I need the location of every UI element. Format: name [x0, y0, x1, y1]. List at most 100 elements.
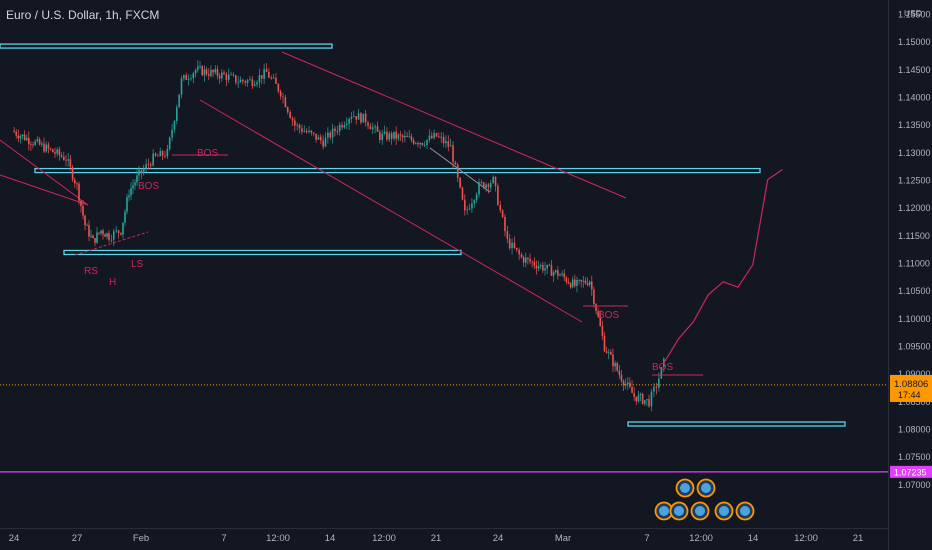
- candle-body: [464, 199, 466, 211]
- time-tick-label: Mar: [555, 533, 571, 544]
- candle-body: [56, 149, 58, 154]
- price-tick-label: 1.10000: [898, 314, 931, 324]
- price-tick-label: 1.11500: [898, 231, 930, 241]
- candle-body: [268, 71, 270, 78]
- candle-body: [275, 77, 277, 84]
- candle-body: [345, 123, 348, 126]
- candle-body: [480, 182, 483, 183]
- candle-body: [527, 257, 529, 259]
- economic-events[interactable]: [654, 478, 755, 521]
- time-axis[interactable]: 24 27 Feb 7 12:00 14 12:00 21 24 Mar 7 12:00 14 12:00…: [9, 533, 864, 544]
- price-tick-label: 1.07500: [898, 452, 931, 462]
- candle-body: [511, 242, 513, 249]
- candle-body: [633, 393, 635, 397]
- candle-body: [60, 155, 63, 157]
- candle-body: [17, 135, 20, 139]
- candle-body: [529, 258, 531, 262]
- candle-body: [546, 264, 548, 269]
- candle-body: [23, 134, 26, 141]
- candle-body: [110, 239, 113, 241]
- event-marker-icon[interactable]: [669, 501, 689, 521]
- candle-body: [383, 131, 386, 134]
- candle-body: [518, 249, 520, 255]
- time-tick-label: 12:00: [794, 533, 818, 544]
- candle-body: [629, 382, 631, 387]
- candle-body: [201, 66, 204, 76]
- candle-body: [341, 124, 343, 128]
- candle-body: [147, 164, 150, 166]
- candle-body: [454, 162, 457, 165]
- candle-body: [34, 141, 36, 145]
- projection-line: [663, 169, 783, 364]
- candle-body: [270, 77, 273, 79]
- candle-body: [417, 143, 419, 145]
- candle-body: [599, 316, 602, 327]
- candle-body: [157, 155, 159, 157]
- candle-body: [80, 200, 82, 207]
- candle-body: [401, 135, 404, 138]
- magenta-level-badge: [890, 465, 932, 478]
- candle-body: [54, 152, 56, 154]
- candle-body: [561, 273, 563, 275]
- candle-body: [249, 79, 251, 81]
- candle-body: [253, 84, 256, 86]
- candle-body: [355, 116, 358, 120]
- candle-body: [296, 124, 298, 126]
- candle-body: [576, 280, 578, 286]
- candle-body: [590, 281, 593, 290]
- axis-divider: [888, 0, 889, 550]
- candle-body: [548, 264, 551, 266]
- candle-body: [362, 113, 365, 123]
- trend-line-3: [199, 99, 583, 323]
- candle-body: [601, 326, 604, 336]
- candle-body: [482, 182, 485, 188]
- annotation-1: BOS: [138, 181, 159, 192]
- event-marker-icon[interactable]: [735, 501, 755, 521]
- event-marker-icon[interactable]: [690, 501, 710, 521]
- time-tick-label: 14: [748, 533, 759, 544]
- price-tick-label: 1.09000: [898, 369, 931, 379]
- candle-body: [272, 77, 275, 79]
- candle-body: [520, 254, 523, 258]
- current-price-label: 1.08806: [894, 379, 928, 390]
- event-marker-icon[interactable]: [696, 478, 716, 498]
- trend-channels: [0, 51, 627, 323]
- candle-body: [381, 133, 383, 140]
- time-tick-label: 21: [853, 533, 864, 544]
- candle-body: [449, 145, 452, 147]
- candle-body: [171, 129, 173, 138]
- time-tick-label: 14: [325, 533, 336, 544]
- candle-body: [438, 136, 440, 138]
- candle-body: [45, 144, 47, 152]
- candle-body: [334, 128, 336, 132]
- candle-body: [230, 74, 232, 76]
- current-price-badge: [890, 374, 932, 402]
- candle-body: [28, 137, 30, 145]
- candle-body: [58, 149, 61, 156]
- candle-body: [175, 107, 178, 122]
- candle-body: [371, 127, 374, 130]
- candle-body: [646, 399, 648, 401]
- candle-body: [639, 394, 642, 396]
- price-tick-label: 1.12500: [898, 176, 931, 186]
- candle-body: [499, 205, 502, 211]
- candle-body: [331, 128, 334, 138]
- candle-body: [497, 185, 499, 206]
- candle-body: [515, 247, 518, 250]
- candle-body: [537, 266, 540, 269]
- trend-line-2: [281, 51, 627, 199]
- candle-body: [13, 130, 15, 132]
- candle-body: [552, 272, 555, 276]
- trend-line-4: [429, 147, 491, 193]
- event-marker-icon[interactable]: [675, 478, 695, 498]
- event-marker-icon[interactable]: [714, 501, 734, 521]
- candle-body: [265, 69, 268, 72]
- candle-body: [21, 134, 24, 137]
- candle-body: [412, 139, 415, 144]
- candle-body: [108, 233, 110, 240]
- candle-body: [542, 265, 544, 271]
- candle-body: [569, 283, 572, 288]
- candle-body: [126, 197, 128, 212]
